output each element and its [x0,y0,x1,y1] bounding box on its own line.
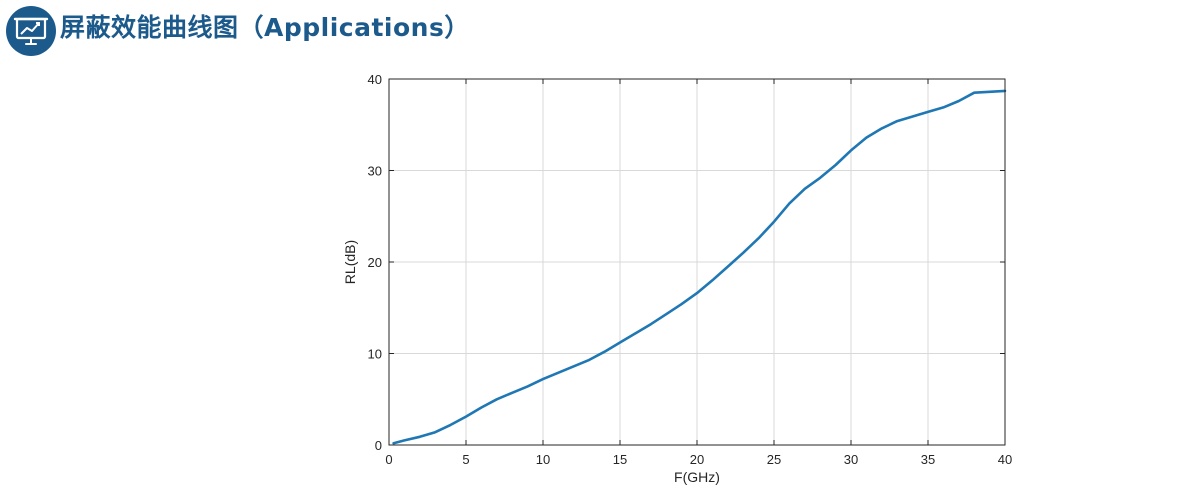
x-tick-label: 30 [844,452,858,467]
x-tick-label: 0 [385,452,392,467]
x-tick-label: 40 [998,452,1012,467]
x-tick-label: 35 [921,452,935,467]
x-tick-label: 5 [462,452,469,467]
x-tick-label: 20 [690,452,704,467]
presentation-chart-icon [6,6,56,56]
page-header: 屏蔽效能曲线图（Applications） [0,0,1180,60]
y-tick-label: 20 [368,255,382,270]
y-axis-label: RL(dB) [342,240,358,284]
shielding-effectiveness-chart: 0 5 10 15 20 25 30 35 40 0 10 20 30 40 F(GHz) RL(dB) [330,70,1030,490]
y-tick-label: 40 [368,72,382,87]
x-tick-label: 15 [613,452,627,467]
y-tick-label: 10 [368,347,382,362]
chart-svg: 0 5 10 15 20 25 30 35 40 0 10 20 30 40 F(GHz) RL(dB) [342,72,1012,485]
page-title: 屏蔽效能曲线图（Applications） [60,13,470,42]
y-tick-label: 0 [375,438,382,453]
y-tick-label: 30 [368,164,382,179]
x-tick-label: 25 [767,452,781,467]
x-tick-label: 10 [536,452,550,467]
series-line [392,89,1007,445]
x-axis-label: F(GHz) [674,469,720,485]
